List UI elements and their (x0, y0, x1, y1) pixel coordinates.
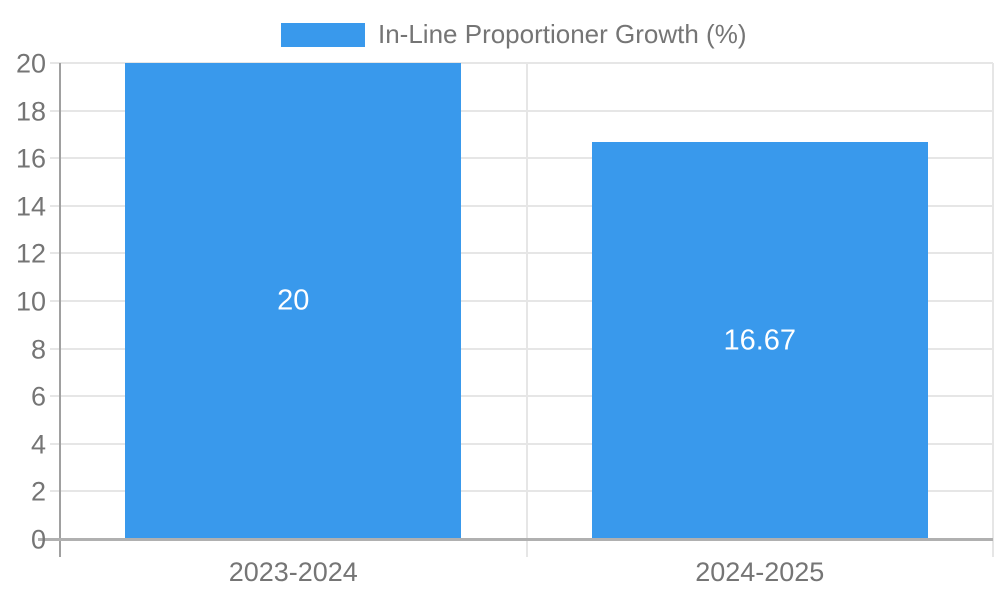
x-axis-tick-label: 2023-2024 (228, 557, 358, 587)
y-axis-tick-label: 16 (15, 143, 46, 174)
y-axis-tick-label: 14 (15, 191, 46, 222)
gridline (50, 157, 993, 160)
gridline (50, 62, 993, 64)
gridline (50, 300, 993, 302)
bar[interactable] (125, 63, 462, 539)
gridline (50, 442, 993, 445)
y-axis-tick-label: 0 (30, 524, 46, 555)
y-axis-tick-label: 12 (15, 238, 46, 269)
bar-value-label: 20 (277, 284, 310, 317)
legend[interactable]: In-Line Proportioner Growth (%) (281, 19, 746, 50)
category-boundary-gridline (992, 63, 994, 557)
bar-value-label: 16.67 (723, 324, 797, 357)
y-axis-tick-label: 10 (15, 286, 46, 317)
gridline (50, 204, 993, 207)
bar[interactable] (591, 142, 928, 539)
y-axis-line (59, 63, 61, 557)
gridline (50, 252, 993, 255)
y-axis-tick-label: 4 (30, 429, 46, 460)
legend-label: In-Line Proportioner Growth (%) (378, 19, 747, 49)
y-axis-tick-label: 8 (30, 334, 46, 365)
x-axis-tick-label: 2024-2025 (695, 557, 825, 587)
y-axis-tick-label: 6 (30, 381, 46, 412)
x-axis-line (38, 538, 993, 541)
gridline (50, 347, 993, 350)
y-axis-tick-label: 18 (15, 96, 46, 127)
y-axis-tick-label: 2 (30, 476, 46, 507)
gridline (50, 395, 993, 398)
gridline (50, 490, 993, 493)
y-axis-tick-label: 20 (15, 48, 46, 79)
gridline (50, 109, 993, 112)
category-boundary-gridline (525, 63, 528, 557)
legend-swatch-icon (281, 22, 365, 47)
